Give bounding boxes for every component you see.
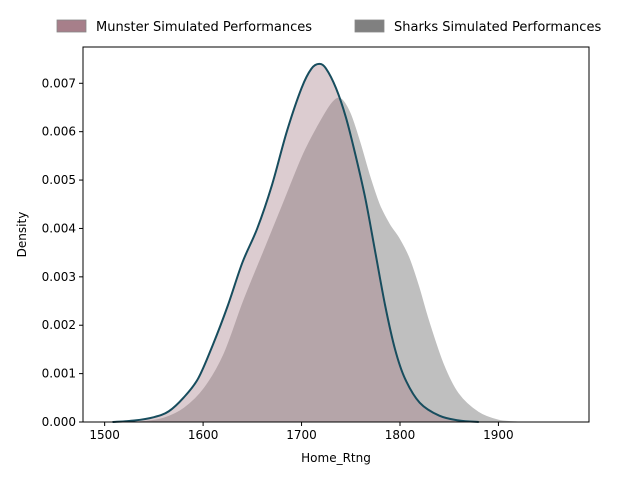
series-line-0	[112, 62, 479, 423]
series-area-0	[112, 63, 479, 422]
y-tick-label: 0.001	[42, 367, 76, 381]
y-tick-label: 0.003	[42, 270, 76, 284]
x-tick-label: 1600	[188, 428, 219, 442]
y-tick-label: 0.005	[42, 173, 76, 187]
y-axis: 0.000 0.001 0.002 0.003 0.004 0.005 0.006 0.007	[42, 76, 83, 429]
legend-label: Sharks Simulated Performances	[394, 20, 601, 35]
y-tick-label: 0.007	[42, 76, 76, 90]
series-line-1	[119, 96, 543, 423]
axes-frame	[82, 46, 590, 423]
legend-swatch	[354, 19, 385, 33]
x-tick-label: 1900	[483, 428, 514, 442]
legend: Munster Simulated Performances Sharks Sim…	[56, 19, 601, 35]
x-tick-label: 1800	[385, 428, 416, 442]
x-axis-label: Home_Rtng	[301, 451, 371, 465]
y-tick-label: 0.000	[42, 415, 76, 429]
plot-area	[112, 62, 543, 423]
y-tick-label: 0.004	[42, 221, 76, 235]
legend-swatch	[56, 19, 87, 33]
series-area-1	[119, 97, 543, 423]
x-tick-label: 1700	[286, 428, 317, 442]
x-axis: 1500 1600 1700 1800 1900	[89, 422, 514, 442]
y-tick-label: 0.002	[42, 318, 76, 332]
y-axis-label: Density	[15, 212, 29, 258]
legend-label: Munster Simulated Performances	[96, 20, 312, 35]
y-tick-label: 0.006	[42, 125, 76, 139]
x-tick-label: 1500	[89, 428, 120, 442]
